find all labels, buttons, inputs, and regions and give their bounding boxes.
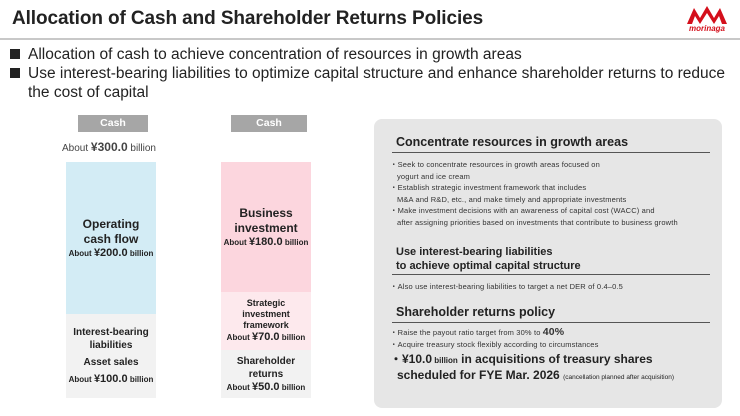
segment-title: Business investment [234,205,298,235]
list-item: after assigning priorities based on inve… [397,217,678,227]
liabilities-items: ・Also use interest-bearing liabilities t… [390,281,716,293]
interest-bearing-liabilities-segment: Interest-bearing liabilities Asset sales… [66,314,156,398]
bullet-list: Allocation of cash to achieve concentrat… [8,45,736,102]
growth-items: ・Seek to concentrate resources in growth… [390,159,716,228]
list-item: ・Also use interest-bearing liabilities t… [390,282,623,291]
treasury-shares-item: ・¥10.0 billion in acquisitions of treasu… [390,352,653,366]
bullet-item: Allocation of cash to achieve concentrat… [8,45,736,64]
segment-amount: About ¥70.0 billion [226,331,306,343]
shareholder-returns-segment: Shareholder returns About ¥50.0 billion [221,350,311,398]
morinaga-logo [684,4,730,36]
cash-outflow-column: Business investment About ¥180.0 billion… [221,162,311,398]
payout-ratio-target: 40% [542,326,565,338]
strategic-investment-segment: Strategic investment framework About ¥70… [221,292,311,350]
logo-text: morinaga [688,24,725,33]
segment-amount: About ¥100.0 billion [68,373,154,385]
page-title: Allocation of Cash and Shareholder Retur… [12,8,484,29]
section-title-returns: Shareholder returns policy [396,305,556,319]
bullet-item: Use interest-bearing liabilities to opti… [8,64,736,102]
treasury-shares-item-line2: scheduled for FYE Mar. 2026 (cancellatio… [397,368,675,382]
segment-title-2: Asset sales [83,357,139,368]
list-item: ・Raise the payout ratio target from 30% … [390,326,565,338]
list-item: M&A and R&D, etc., and make timely and a… [397,194,627,204]
section-divider [392,152,710,153]
business-investment-segment: Business investment About ¥180.0 billion [221,162,311,292]
list-item: ・Acquire treasury stock flexibly accordi… [390,339,599,349]
segment-amount: About ¥50.0 billion [226,380,306,393]
section-title-growth: Concentrate resources in growth areas [396,135,629,149]
section-divider [392,322,710,323]
list-item: yogurt and ice cream [397,171,471,181]
segment-title: Shareholder returns [236,355,296,380]
section-divider [392,274,710,275]
segment-title: Operating cash flow [82,216,140,246]
segment-title: Interest-bearing liabilities [73,327,149,351]
cash-inflow-tag: Cash inflow [78,115,148,146]
segment-amount: About ¥180.0 billion [223,235,309,248]
operating-cash-flow-segment: Operating cash flow About ¥200.0 billion [66,162,156,314]
cash-inflow-column: Operating cash flow About ¥200.0 billion… [66,162,156,398]
total-amount: About ¥300.0 billion [62,140,156,154]
list-item: ・Seek to concentrate resources in growth… [390,160,600,169]
cash-outflow-tag: Cash outflow [231,115,307,146]
segment-amount: About ¥200.0 billion [68,246,154,259]
note-text: (cancellation planned after acquisition) [563,374,675,381]
returns-items: ・Raise the payout ratio target from 30% … [390,326,716,385]
policy-panel: Concentrate resources in growth areas ・S… [374,119,722,408]
section-title-liabilities: Use interest-bearing liabilities to achi… [396,246,581,272]
segment-title: Strategic investment framework [242,298,290,330]
list-item: ・Make investment decisions with an aware… [390,206,655,215]
title-bar: Allocation of Cash and Shareholder Retur… [0,0,740,40]
list-item: ・Establish strategic investment framewor… [390,183,587,192]
